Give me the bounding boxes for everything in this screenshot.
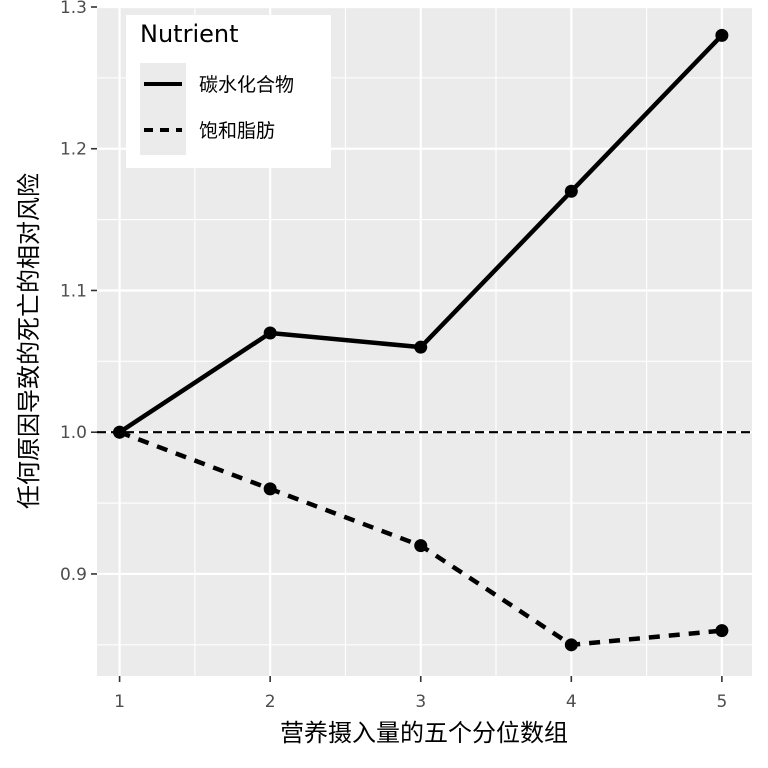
x-tick-label: 5 bbox=[716, 692, 727, 712]
x-tick-label: 2 bbox=[265, 692, 276, 712]
x-tick-label: 1 bbox=[114, 692, 125, 712]
legend-label-carbohydrate: 碳水化合物 bbox=[199, 74, 294, 96]
axis-ticks bbox=[91, 6, 723, 682]
y-axis-title: 任何原因导致的死亡的相对风险 bbox=[15, 173, 43, 509]
data-point-saturated-fat bbox=[715, 624, 729, 638]
y-tick-label: 1.0 bbox=[60, 423, 87, 443]
y-tick-label: 0.9 bbox=[60, 565, 87, 585]
data-point-saturated-fat bbox=[564, 638, 578, 652]
data-point-carbohydrate bbox=[564, 184, 578, 198]
x-tick-labels: 1 2 3 4 5 bbox=[114, 692, 727, 712]
data-point-carbohydrate bbox=[715, 28, 729, 42]
data-point-saturated-fat bbox=[263, 482, 277, 496]
y-tick-labels: 0.9 1.0 1.1 1.2 1.3 bbox=[60, 0, 87, 585]
x-axis-title: 营养摄入量的五个分位数组 bbox=[280, 719, 568, 747]
data-point-saturated-fat bbox=[414, 539, 428, 553]
data-point-carbohydrate bbox=[263, 326, 277, 340]
data-point-saturated-fat bbox=[113, 425, 127, 439]
data-point-carbohydrate bbox=[414, 340, 428, 354]
legend-title: Nutrient bbox=[140, 20, 239, 48]
x-tick-label: 4 bbox=[566, 692, 577, 712]
y-tick-label: 1.3 bbox=[60, 0, 87, 18]
minor-gridlines bbox=[97, 7, 752, 676]
x-tick-label: 3 bbox=[415, 692, 426, 712]
legend-label-saturated-fat: 饱和脂肪 bbox=[199, 120, 275, 142]
legend: Nutrient 碳水化合物 饱和脂肪 bbox=[126, 15, 331, 168]
y-tick-label: 1.1 bbox=[60, 281, 87, 301]
series-points bbox=[113, 28, 729, 652]
y-tick-label: 1.2 bbox=[60, 140, 87, 160]
legend-key-background bbox=[140, 63, 186, 155]
